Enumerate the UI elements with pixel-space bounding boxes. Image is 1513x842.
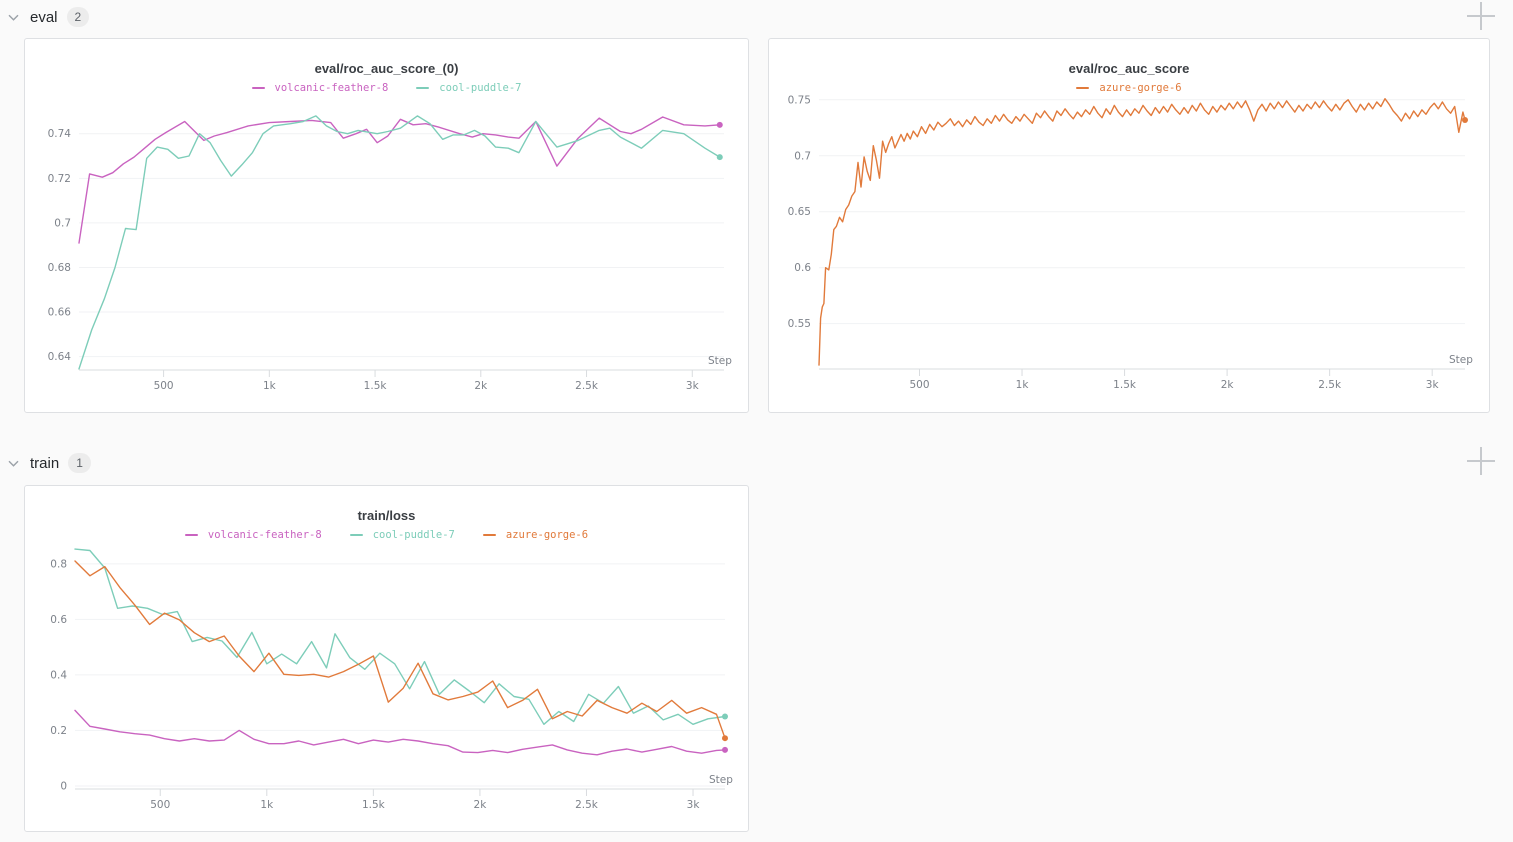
x-tick-label: 1k [260,799,274,811]
add-panel-button[interactable] [1465,445,1497,477]
legend-item[interactable]: volcanic-feather-8 [184,529,322,541]
x-tick-label: 2.5k [575,380,599,392]
chart-title: train/loss [357,508,416,523]
x-tick-label: 1.5k [1113,379,1137,391]
series-line[interactable] [818,97,1466,366]
y-tick-label: 0.4 [50,669,67,681]
add-panel-button[interactable] [1465,0,1497,32]
y-tick-label: 0.6 [50,614,67,626]
legend-item[interactable]: cool-puddle-7 [349,529,455,541]
legend-run-name: azure-gorge-6 [1099,82,1182,94]
series-end-dot [722,746,728,753]
x-tick-label: 500 [154,380,174,392]
legend-item[interactable]: azure-gorge-6 [482,529,589,541]
line-chart-train-loss[interactable]: 0 0.2 0.4 0.6 0.8 500 1k 1.5k 2k 2.5k 3k Step [25,542,748,831]
x-tick-label: 1k [263,380,277,392]
legend-dash [349,533,363,537]
x-tick-label: 3k [687,799,701,811]
y-tick-label: 0.74 [48,128,72,140]
x-axis-label: Step [1449,354,1473,366]
x-axis-label: Step [709,774,733,786]
legend-item[interactable]: volcanic-feather-8 [251,82,389,94]
y-tick-label: 0.65 [788,206,811,218]
series-end-dot [722,735,728,742]
series-line[interactable] [78,116,721,244]
section-panel-count-badge: 2 [66,7,90,27]
y-tick-label: 0.66 [48,307,72,319]
y-tick-label: 0.72 [48,173,71,185]
y-tick-label: 0.64 [48,351,72,363]
chevron-down-icon[interactable] [5,10,21,24]
series-end-dot [716,121,723,128]
section-title: train [30,454,60,472]
series-end-dot [716,154,723,161]
series-line[interactable] [74,548,726,726]
x-tick-label: 3k [1426,379,1440,391]
chart-title: eval/roc_auc_score [1068,61,1190,76]
x-tick-label: 2k [474,380,488,392]
y-tick-label: 0 [60,780,67,792]
x-axis-label: Step [708,355,732,367]
section-title: eval [30,8,58,26]
legend-run-name: azure-gorge-6 [505,529,589,541]
legend-run-name: volcanic-feather-8 [274,82,389,94]
legend-dash [184,533,198,537]
x-tick-label: 2k [474,799,488,811]
panel-eval-roc-auc-score-0[interactable]: eval/roc_auc_score_(0) volcanic-feather-… [24,38,749,413]
plus-icon [1467,447,1495,475]
chart-legend: volcanic-feather-8 cool-puddle-7 [25,82,748,94]
legend-run-name: volcanic-feather-8 [207,529,322,541]
legend-dash [1076,86,1090,90]
series-line[interactable] [74,560,726,739]
y-tick-label: 0.7 [54,217,71,229]
y-tick-label: 0.2 [50,725,67,737]
series-line[interactable] [78,115,721,370]
line-chart-eval-roc-auc-score-0[interactable]: 0.64 0.66 0.68 0.7 0.72 0.74 500 1k 1.5k 2k 2.5k 3k… [25,99,748,409]
x-tick-label: 500 [150,799,170,811]
legend-dash [416,86,430,90]
chevron-down-icon[interactable] [5,456,21,470]
legend-run-name: cool-puddle-7 [439,82,522,94]
line-chart-eval-roc-auc-score[interactable]: 0.55 0.6 0.65 0.7 0.75 500 1k 1.5k 2k 2.5k 3k Step [769,91,1489,409]
legend-dash [482,533,496,537]
chart-title: eval/roc_auc_score_(0) [314,61,459,76]
plus-icon [1467,2,1495,30]
legend-item[interactable]: cool-puddle-7 [416,82,521,94]
legend-run-name: cool-puddle-7 [372,529,455,541]
legend-dash [251,86,265,90]
chart-legend: azure-gorge-6 [769,82,1489,94]
chart-legend: volcanic-feather-8 cool-puddle-7 azure-g… [25,529,748,541]
x-tick-label: 1.5k [362,799,386,811]
x-tick-label: 500 [909,379,929,391]
y-tick-label: 0.75 [788,94,811,106]
x-tick-label: 1k [1016,379,1030,391]
legend-item[interactable]: azure-gorge-6 [1076,82,1182,94]
x-tick-label: 3k [686,380,700,392]
series-end-dot [1462,116,1468,123]
series-line[interactable] [74,709,726,756]
panel-train-loss[interactable]: train/loss volcanic-feather-8 cool-puddl… [24,485,749,832]
x-tick-label: 1.5k [364,380,388,392]
section-header-train: train 1 [5,450,91,476]
y-tick-label: 0.68 [48,262,71,274]
y-tick-label: 0.6 [794,262,811,274]
x-tick-label: 2.5k [1318,379,1342,391]
y-tick-label: 0.55 [788,318,811,330]
section-header-eval: eval 2 [5,4,90,30]
x-tick-label: 2k [1221,379,1235,391]
section-panel-count-badge: 1 [68,453,91,473]
x-tick-label: 2.5k [575,799,599,811]
series-end-dot [722,713,728,720]
y-tick-label: 0.7 [794,150,811,162]
panel-eval-roc-auc-score[interactable]: eval/roc_auc_score azure-gorge-6 0.55 0.6… [768,38,1490,413]
y-tick-label: 0.8 [50,558,67,570]
